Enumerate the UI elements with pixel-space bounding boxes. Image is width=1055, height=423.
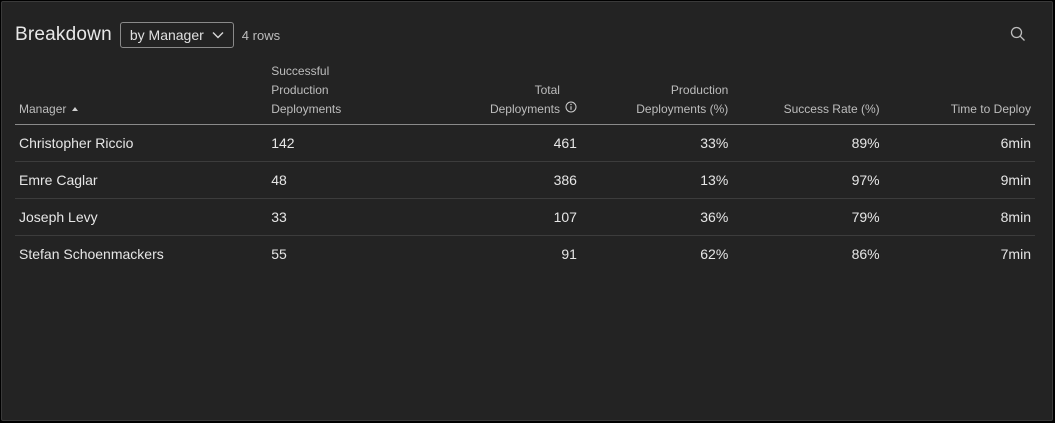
column-header-time-to-deploy[interactable]: Time to Deploy bbox=[883, 62, 1035, 125]
table-row[interactable]: Stefan Schoenmackers 55 91 62% 86% 7min bbox=[15, 236, 1035, 273]
cell-success-rate: 97% bbox=[732, 161, 884, 199]
cell-success-rate: 86% bbox=[851, 246, 880, 262]
group-by-value: by Manager bbox=[129, 27, 204, 43]
sort-ascending-icon bbox=[72, 107, 79, 111]
cell-total: 461 bbox=[406, 124, 581, 162]
cell-time-to-deploy: 8min bbox=[883, 198, 1035, 236]
cell-successful: 33 bbox=[267, 198, 407, 236]
row-count: 4 rows bbox=[241, 27, 281, 43]
cell-production-pct: 62% bbox=[700, 246, 729, 262]
cell-production-pct: 13% bbox=[580, 161, 733, 199]
search-icon[interactable] bbox=[1010, 26, 1026, 42]
column-header-total-deployments[interactable]: Total Deployments bbox=[406, 62, 581, 125]
cell-total: 91 bbox=[561, 246, 577, 262]
cell-success-rate: 79% bbox=[732, 198, 884, 236]
cell-manager: Emre Caglar bbox=[15, 161, 268, 199]
table-header-row: Manager Successful Production Deployment… bbox=[15, 62, 1035, 125]
cell-successful: 48 bbox=[267, 161, 407, 199]
chevron-down-icon bbox=[212, 32, 224, 39]
table-row[interactable]: Christopher Riccio 142 461 33% 89% 6min bbox=[15, 124, 1035, 162]
cell-time-to-deploy: 7min bbox=[1000, 246, 1031, 262]
table-row[interactable]: Joseph Levy 33 107 36% 79% 8min bbox=[15, 198, 1035, 236]
cell-manager: Joseph Levy bbox=[15, 198, 268, 236]
breakdown-table: Manager Successful Production Deployment… bbox=[15, 62, 1035, 272]
cell-total: 386 bbox=[406, 161, 581, 199]
info-icon[interactable] bbox=[565, 101, 577, 113]
group-by-dropdown[interactable]: by Manager bbox=[119, 22, 234, 48]
panel-title: Breakdown bbox=[15, 24, 112, 45]
cell-production-pct: 33% bbox=[580, 124, 733, 162]
cell-time-to-deploy: 9min bbox=[883, 161, 1035, 199]
cell-successful: 142 bbox=[267, 124, 407, 162]
cell-success-rate: 89% bbox=[732, 124, 884, 162]
column-header-production-deployments-pct[interactable]: Production Deployments (%) bbox=[580, 62, 733, 125]
panel-header: Breakdown by Manager 4 rows bbox=[15, 22, 280, 48]
cell-total: 107 bbox=[406, 198, 581, 236]
column-header-manager[interactable]: Manager bbox=[15, 62, 268, 125]
cell-manager: Christopher Riccio bbox=[15, 124, 268, 162]
cell-successful: 55 bbox=[271, 246, 287, 262]
cell-manager: Stefan Schoenmackers bbox=[19, 246, 164, 262]
cell-production-pct: 36% bbox=[580, 198, 733, 236]
column-header-success-rate[interactable]: Success Rate (%) bbox=[732, 62, 884, 125]
column-header-successful-production-deployments[interactable]: Successful Production Deployments bbox=[267, 62, 407, 125]
cell-time-to-deploy: 6min bbox=[883, 124, 1035, 162]
table-row[interactable]: Emre Caglar 48 386 13% 97% 9min bbox=[15, 161, 1035, 199]
